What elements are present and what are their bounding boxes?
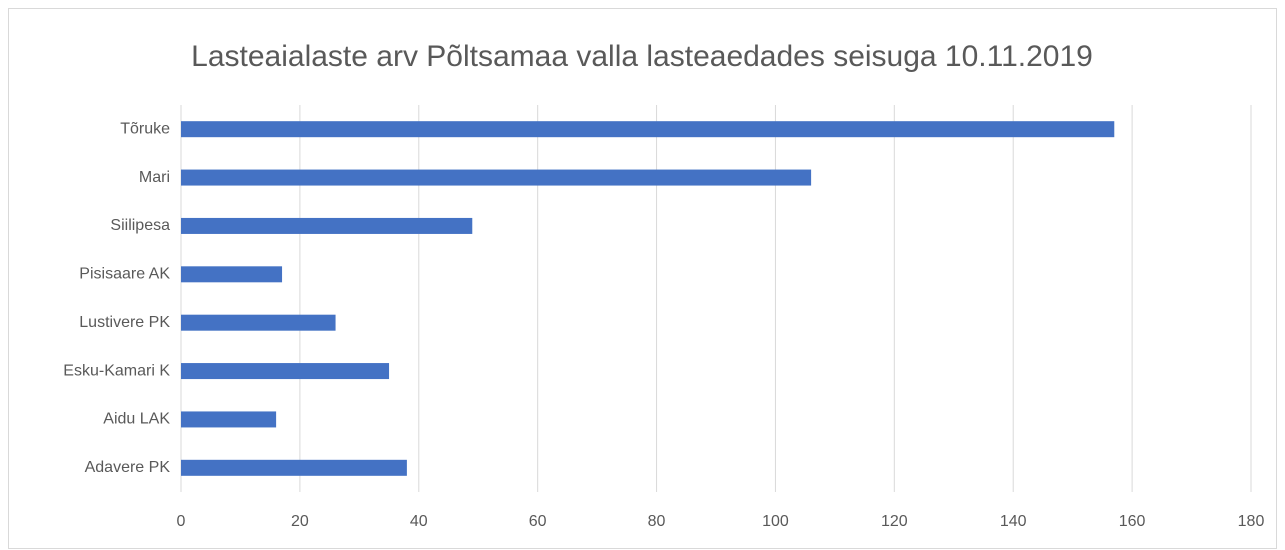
y-tick-label: Tõruke xyxy=(120,120,170,137)
bar xyxy=(181,121,1115,138)
x-tick-label: 60 xyxy=(529,513,547,530)
x-tick-label: 160 xyxy=(1119,513,1146,530)
chart-title: Lasteaialaste arv Põltsamaa valla lastea… xyxy=(191,40,1093,73)
x-tick-label: 120 xyxy=(881,513,908,530)
bar xyxy=(181,169,812,186)
bar xyxy=(181,459,407,476)
x-tick-label: 100 xyxy=(762,513,789,530)
x-tick-label: 80 xyxy=(648,513,666,530)
bar xyxy=(181,314,336,331)
y-tick-label: Aidu LAK xyxy=(103,411,170,428)
bar xyxy=(181,411,277,428)
y-tick-label: Lustivere PK xyxy=(79,314,170,331)
y-tick-label: Mari xyxy=(139,169,170,186)
y-tick-label: Esku-Kamari K xyxy=(63,362,170,379)
x-tick-label: 0 xyxy=(177,513,186,530)
bar xyxy=(181,363,390,380)
y-tick-label: Adavere PK xyxy=(85,459,171,476)
x-tick-label: 140 xyxy=(1000,513,1027,530)
x-tick-label: 40 xyxy=(410,513,428,530)
x-tick-label: 20 xyxy=(291,513,309,530)
bar xyxy=(181,266,283,283)
bar xyxy=(181,217,473,234)
y-tick-label: Pisisaare AK xyxy=(79,266,170,283)
x-tick-label: 180 xyxy=(1238,513,1265,530)
y-tick-label: Siilipesa xyxy=(110,217,170,234)
